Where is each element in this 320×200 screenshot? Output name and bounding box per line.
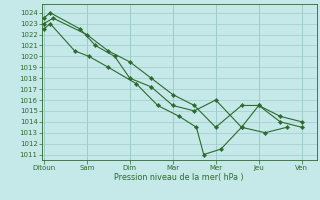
X-axis label: Pression niveau de la mer( hPa ): Pression niveau de la mer( hPa ) — [114, 173, 244, 182]
